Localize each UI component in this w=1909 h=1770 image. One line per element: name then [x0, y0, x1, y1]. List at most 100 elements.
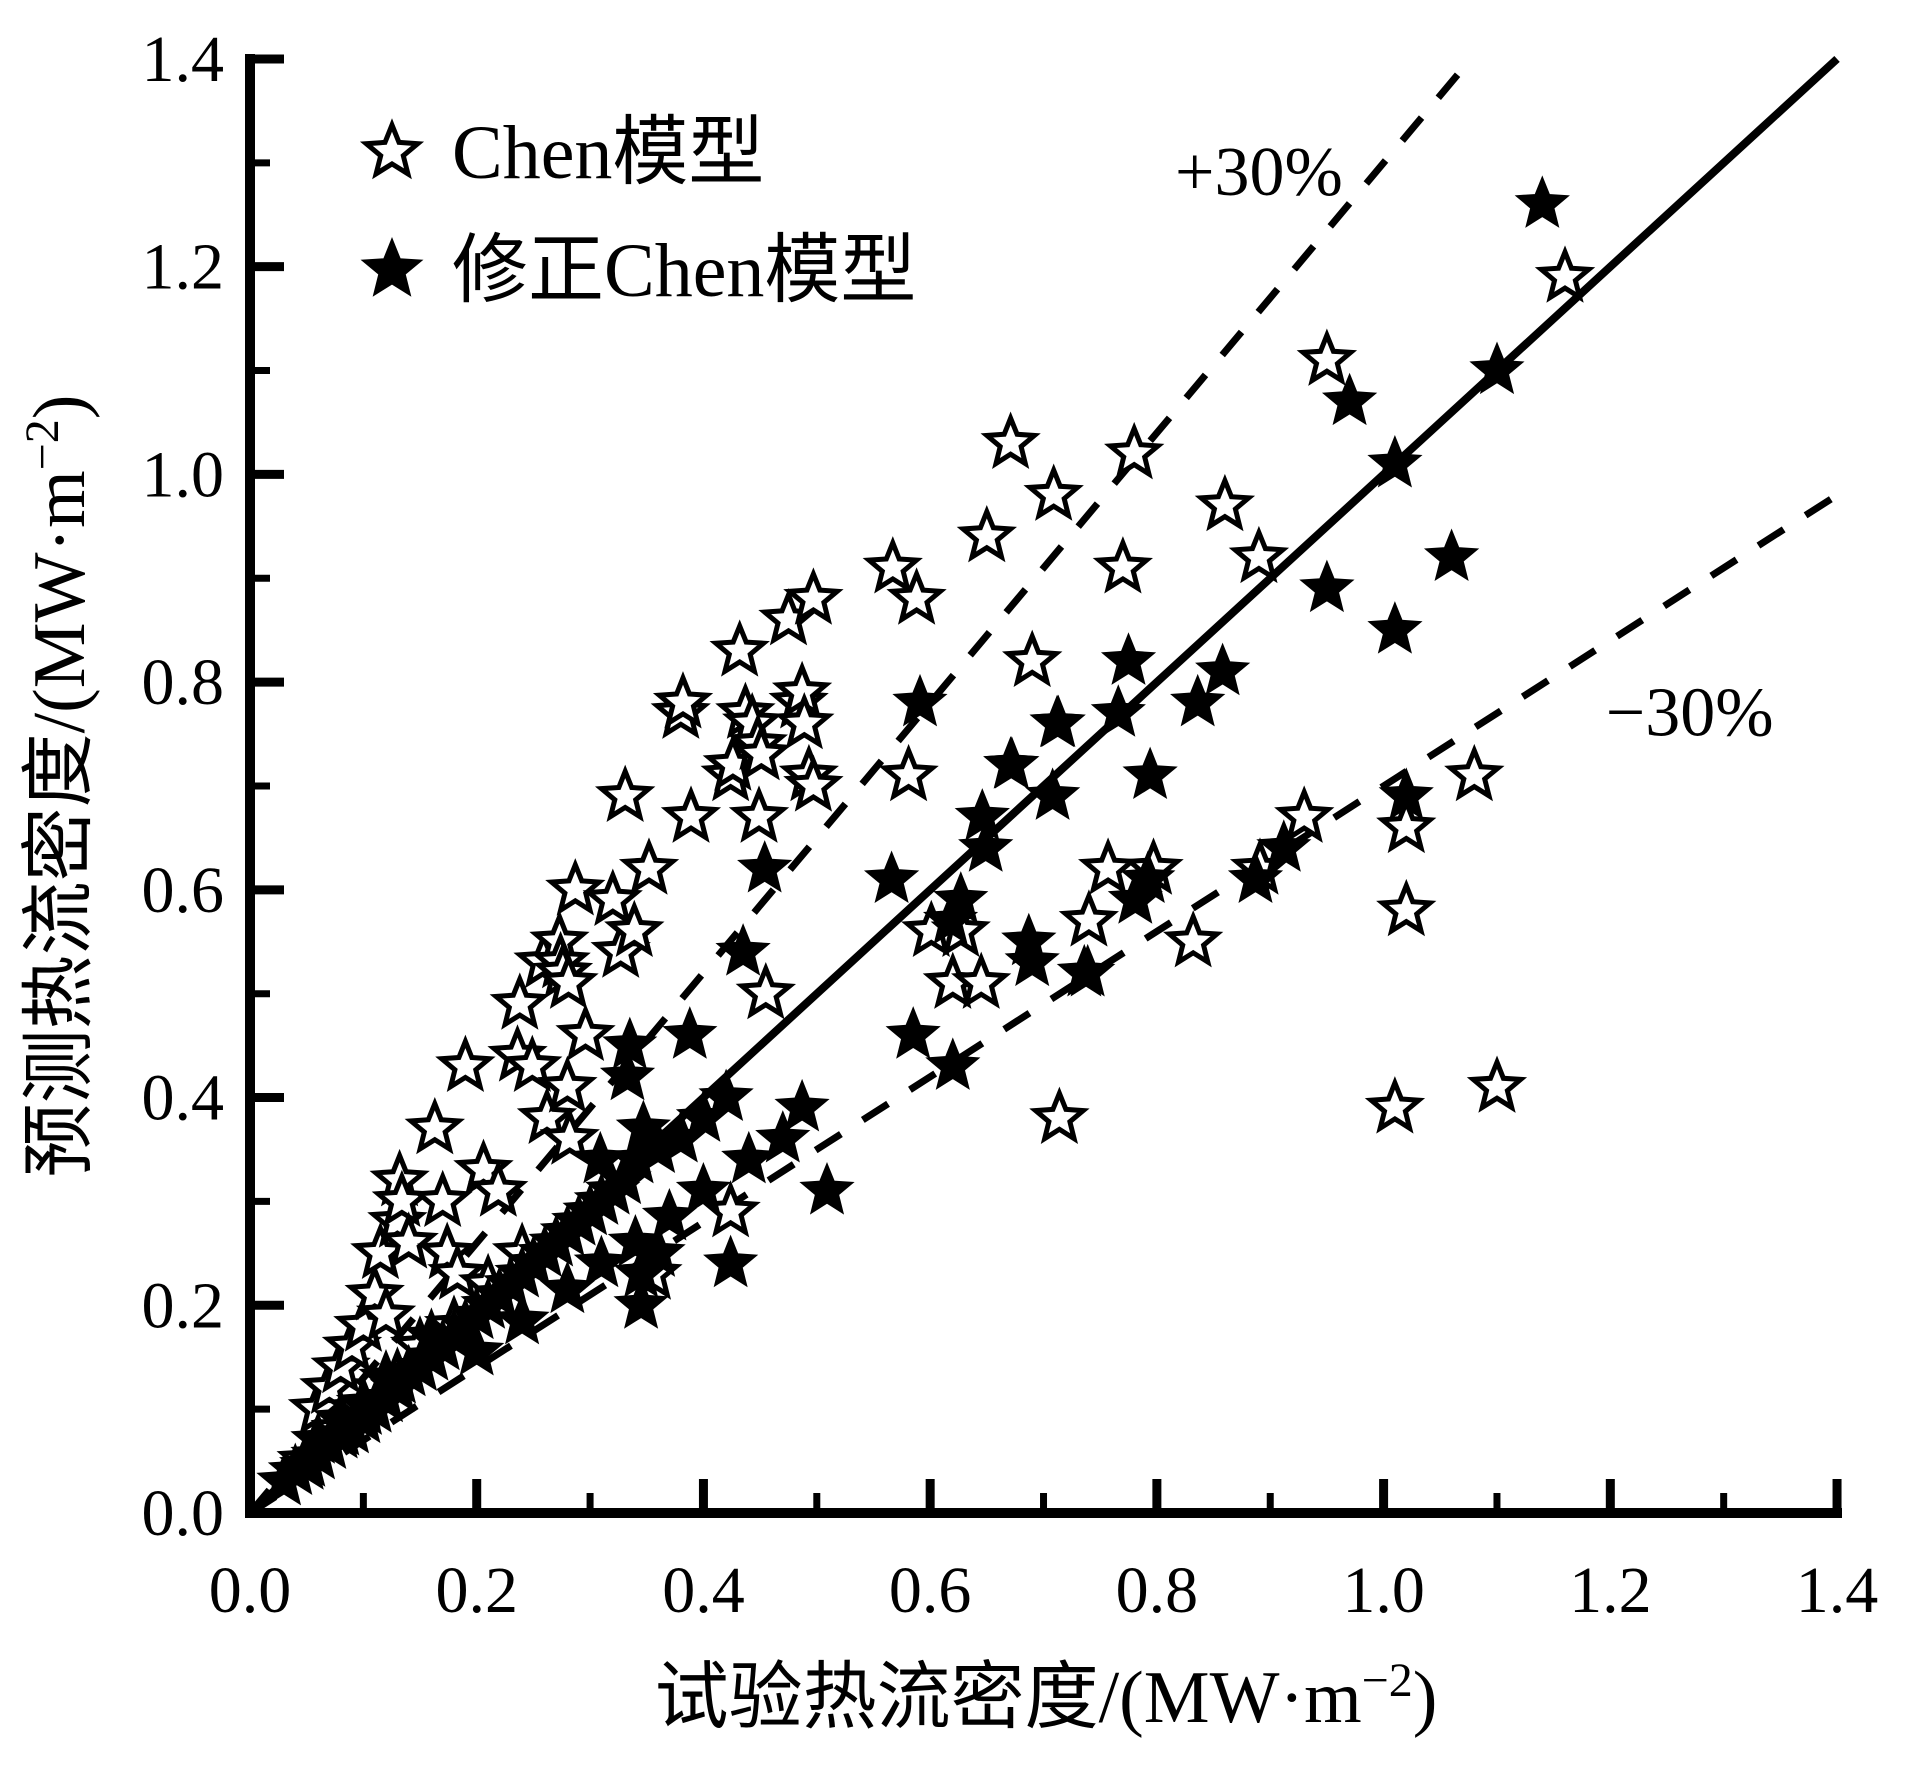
- data-point-open-star: [539, 1107, 600, 1165]
- y-tick-label: 0.6: [142, 854, 225, 927]
- data-point-open-star: [709, 619, 770, 677]
- data-point-open-star: [555, 1003, 616, 1061]
- y-axis-title-main: 预测热流密度/(MW·m: [19, 470, 101, 1177]
- data-point-open-star: [404, 1096, 466, 1155]
- data-point-open-star: [538, 951, 599, 1009]
- plus30-line: [247, 56, 1474, 1516]
- data-point-open-star: [783, 567, 844, 625]
- data-point-open-star: [1104, 421, 1165, 480]
- x-tick-label: 0.0: [209, 1554, 292, 1627]
- y-tick-label: 0.4: [142, 1062, 225, 1135]
- data-point-filled-star: [1227, 850, 1284, 903]
- x-tick-label: 0.2: [435, 1554, 518, 1627]
- data-point-filled-star: [737, 840, 793, 893]
- data-point-open-star: [878, 743, 939, 802]
- data-point-filled-star: [799, 1161, 855, 1215]
- data-point-filled-star: [675, 1161, 732, 1215]
- data-point-filled-star: [925, 1037, 981, 1090]
- data-point-open-star: [886, 567, 947, 625]
- data-point-filled-star: [755, 1110, 811, 1163]
- x-axis-title-main: 试验热流密度/(MW·m: [655, 1657, 1362, 1739]
- data-point-open-star: [489, 972, 550, 1030]
- data-point-filled-star: [1378, 767, 1434, 820]
- data-point-open-star: [731, 723, 792, 781]
- data-point-filled-star: [573, 1234, 630, 1288]
- data-point-open-star: [1002, 629, 1063, 688]
- x-axis-title-sup: −2: [1362, 1654, 1413, 1707]
- data-point-open-star: [1364, 1076, 1426, 1134]
- legend-item: 修正Chen模型: [360, 229, 916, 313]
- data-point-open-star: [1194, 473, 1256, 532]
- data-point-filled-star: [958, 819, 1014, 872]
- data-point-open-star: [1444, 743, 1505, 802]
- data-point-filled-star: [602, 1016, 658, 1070]
- data-point-open-star: [980, 411, 1041, 469]
- data-point-open-star: [735, 962, 797, 1020]
- y-tick-label: 1.0: [142, 438, 225, 511]
- data-point-open-star: [862, 536, 923, 594]
- x-axis-title: 试验热流密度/(MW·m−2): [655, 1654, 1438, 1739]
- data-point-open-star: [1023, 463, 1084, 521]
- data-point-filled-star: [1367, 434, 1423, 488]
- data-point-filled-star: [698, 1068, 754, 1122]
- data-point-filled-star: [1195, 642, 1251, 696]
- data-point-filled-star: [630, 1224, 686, 1277]
- data-point-open-star: [951, 951, 1012, 1009]
- data-point-open-star: [355, 1283, 417, 1342]
- data-point-filled-star: [599, 1047, 656, 1101]
- data-point-open-star: [618, 837, 680, 895]
- data-point-open-star: [1534, 245, 1596, 303]
- data-point-open-star: [956, 504, 1017, 563]
- y-axis-title-close: ): [19, 395, 101, 420]
- y-axis-title: 预测热流密度/(MW·m−2): [16, 395, 101, 1178]
- data-point-filled-star: [662, 1006, 718, 1059]
- x-tick-label: 0.6: [889, 1554, 972, 1627]
- data-point-open-star: [1092, 536, 1153, 594]
- y-tick-label: 0.0: [142, 1477, 225, 1550]
- filled-star-icon: [360, 236, 424, 297]
- data-point-open-star: [468, 1159, 529, 1217]
- data-point-filled-star: [1367, 601, 1423, 654]
- x-axis-title-close: ): [1413, 1657, 1438, 1739]
- data-point-open-star: [1376, 878, 1437, 937]
- open-star-icon: [359, 118, 425, 180]
- y-axis-title-sup: −2: [16, 419, 69, 470]
- data-point-filled-star: [1120, 850, 1176, 903]
- data-point-open-star: [545, 858, 606, 916]
- data-point-filled-star: [1030, 694, 1086, 748]
- legend-label: 修正Chen模型: [452, 229, 916, 313]
- data-point-filled-star: [774, 1078, 830, 1132]
- data-point-filled-star: [494, 1291, 550, 1345]
- data-point-filled-star: [641, 1187, 698, 1241]
- data-point-filled-star: [1122, 746, 1178, 800]
- data-point-filled-star: [1469, 341, 1525, 395]
- data-point-filled-star: [885, 1006, 941, 1059]
- data-point-open-star: [435, 1034, 496, 1093]
- y-tick-label: 1.2: [142, 231, 225, 304]
- data-point-filled-star: [1514, 175, 1570, 228]
- data-point-open-star: [1296, 328, 1358, 386]
- data-point-filled-star: [1060, 943, 1116, 997]
- data-point-open-star: [502, 1034, 563, 1093]
- data-point-open-star: [378, 1211, 439, 1269]
- data-point-filled-star: [613, 1276, 669, 1329]
- legend-item: Chen模型: [359, 111, 764, 195]
- data-point-open-star: [1163, 910, 1224, 968]
- data-point-filled-star: [607, 1213, 664, 1267]
- data-point-filled-star: [1299, 559, 1355, 613]
- x-tick-label: 0.4: [662, 1554, 745, 1627]
- data-point-filled-star: [1100, 632, 1157, 685]
- data-point-filled-star: [1090, 684, 1146, 737]
- legend-label: Chen模型: [452, 111, 764, 195]
- data-point-filled-star: [721, 1130, 777, 1184]
- x-tick-label: 1.4: [1796, 1554, 1879, 1627]
- data-point-open-star: [412, 1169, 473, 1228]
- data-point-filled-star: [539, 1260, 596, 1314]
- minus30-line: [248, 492, 1839, 1516]
- series-modified-chen: [256, 175, 1570, 1506]
- y-tick-label: 1.4: [142, 23, 225, 96]
- data-point-filled-star: [984, 736, 1040, 789]
- x-tick-label: 0.8: [1116, 1554, 1199, 1627]
